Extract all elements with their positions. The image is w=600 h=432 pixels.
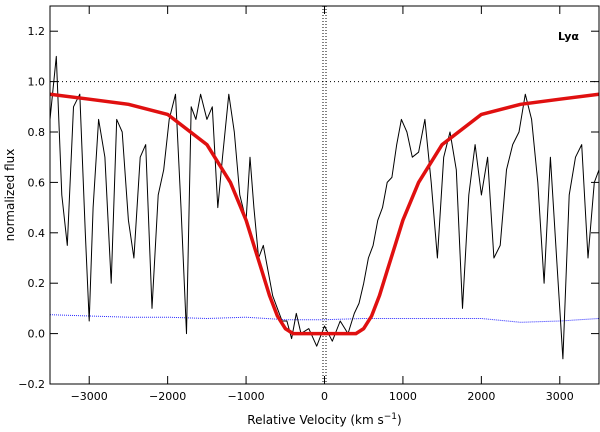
- plot-area: [50, 6, 599, 384]
- x-axis-title-superscript: −1: [384, 412, 397, 422]
- y-axis-title: normalized flux: [3, 149, 17, 242]
- y-tick-label: 0.4: [28, 227, 46, 240]
- line-annotation: Lyα: [558, 30, 579, 43]
- series-flux-line: [50, 55, 599, 360]
- series-group: [50, 6, 599, 384]
- series-fit-line: [50, 92, 599, 336]
- y-tick-label: 0.8: [28, 126, 46, 139]
- axes: [49, 5, 600, 385]
- y-tick-label: 0.2: [28, 277, 46, 290]
- x-tick-label: 0: [321, 390, 328, 403]
- y-tick-label: 0.0: [28, 328, 46, 341]
- x-tick-label: 1000: [389, 390, 417, 403]
- y-tick-label: 1.0: [28, 76, 46, 89]
- x-axis-title: Relative Velocity (km s−1): [247, 412, 401, 427]
- y-tick-label: 1.2: [28, 25, 46, 38]
- y-tick-label: 0.6: [28, 176, 46, 189]
- y-tick-label: −0.2: [18, 378, 45, 391]
- x-tick-label: 3000: [546, 390, 574, 403]
- series-error-line: [50, 314, 599, 323]
- x-tick-label: 2000: [467, 390, 495, 403]
- x-tick-label: −3000: [71, 390, 108, 403]
- x-axis-title-text: Relative Velocity (km s: [247, 413, 383, 427]
- x-tick-label: −2000: [149, 390, 186, 403]
- x-tick-label: −1000: [227, 390, 264, 403]
- x-axis-title-close: ): [397, 413, 402, 427]
- axis-labels: −3000 −2000 −1000 0 1000 2000 3000 −0.2 0.0 0.2 0.…: [18, 25, 574, 403]
